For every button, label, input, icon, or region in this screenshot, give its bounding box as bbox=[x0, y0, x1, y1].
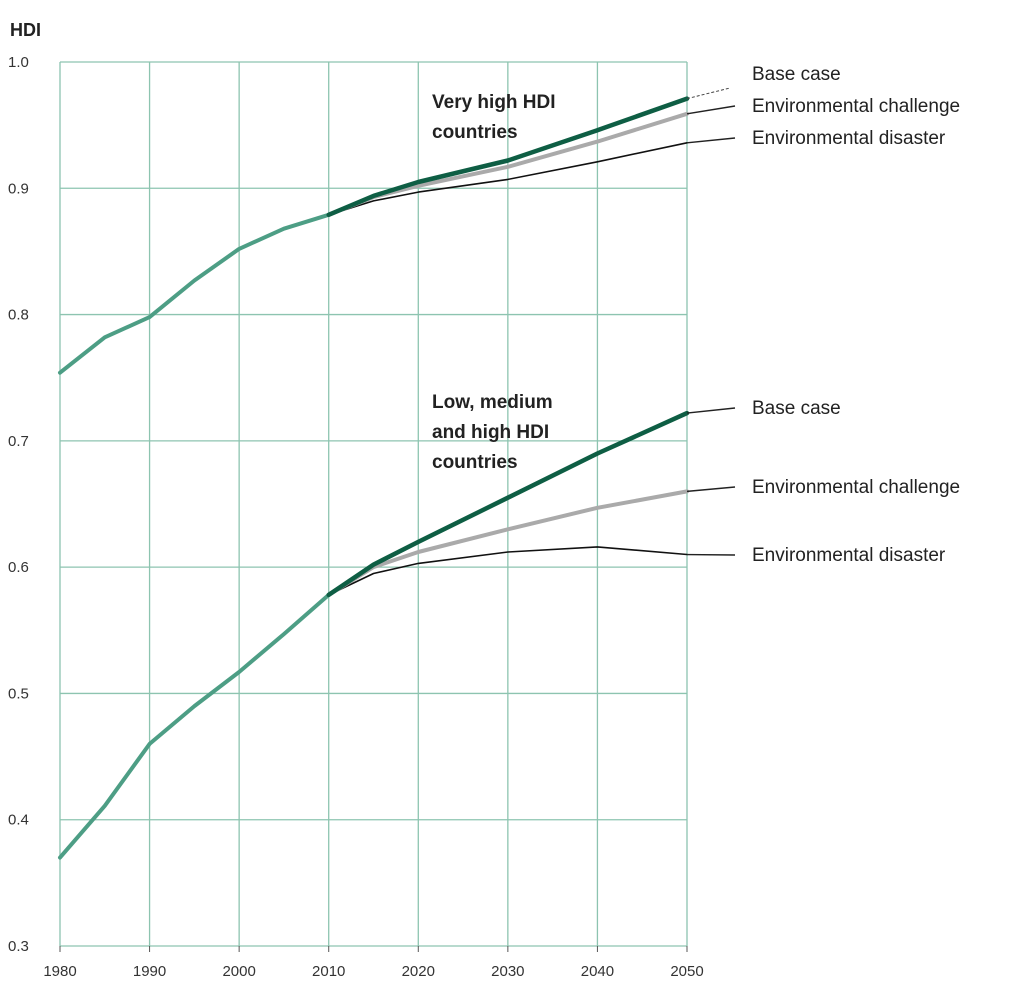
y-tick-label: 0.4 bbox=[8, 812, 29, 829]
historical-line bbox=[58, 212, 331, 375]
series-label: Environmental challenge bbox=[752, 477, 960, 498]
series-labels: Base case Environmental challenge Environm… bbox=[752, 64, 960, 566]
x-tick-label: 2000 bbox=[222, 963, 255, 980]
leader-line bbox=[686, 87, 731, 100]
y-tick-label: 0.8 bbox=[8, 307, 29, 324]
group-labels: Very high HDI countries Low, medium and hig… bbox=[432, 92, 556, 473]
series-label: Base case bbox=[752, 64, 841, 85]
y-tick-label: 0.5 bbox=[8, 685, 29, 702]
leader-line bbox=[686, 105, 736, 115]
leader-line bbox=[686, 486, 736, 493]
x-tick-label: 1980 bbox=[43, 963, 76, 980]
group-label-line: countries bbox=[432, 122, 518, 143]
x-tick-label: 2010 bbox=[312, 963, 345, 980]
y-axis-title: HDI bbox=[10, 20, 41, 40]
historical-line bbox=[58, 592, 331, 860]
series-line bbox=[327, 142, 688, 216]
label-leader-lines bbox=[686, 87, 736, 556]
y-tick-label: 0.7 bbox=[8, 433, 29, 450]
series-lines bbox=[58, 96, 690, 860]
x-tick-label: 1990 bbox=[133, 963, 166, 980]
y-tick-labels: 0.3 0.4 0.5 0.6 0.7 0.8 0.9 1.0 bbox=[8, 54, 29, 955]
series-line bbox=[326, 96, 690, 218]
x-tick-label: 2020 bbox=[402, 963, 435, 980]
x-tick-label: 2030 bbox=[491, 963, 524, 980]
grid bbox=[59, 61, 688, 952]
series-label: Environmental challenge bbox=[752, 96, 960, 117]
y-tick-label: 0.9 bbox=[8, 180, 29, 197]
leader-line bbox=[686, 137, 736, 144]
group-label-line: and high HDI bbox=[432, 422, 549, 443]
series-label: Base case bbox=[752, 398, 841, 419]
x-tick-label: 2040 bbox=[581, 963, 614, 980]
group-label-line: countries bbox=[432, 452, 518, 473]
group-label-line: Low, medium bbox=[432, 392, 553, 413]
x-tick-label: 2050 bbox=[670, 963, 703, 980]
y-tick-label: 0.3 bbox=[8, 938, 29, 955]
group-label-line: Very high HDI bbox=[432, 92, 556, 113]
x-tick-labels: 1980 1990 2000 2010 2020 2030 2040 2050 bbox=[43, 963, 703, 980]
y-tick-label: 0.6 bbox=[8, 559, 29, 576]
series-line bbox=[327, 546, 688, 596]
series-label: Environmental disaster bbox=[752, 545, 946, 566]
series-line bbox=[326, 410, 690, 598]
y-tick-label: 1.0 bbox=[8, 54, 29, 71]
series-label: Environmental disaster bbox=[752, 128, 946, 149]
leader-line bbox=[686, 407, 736, 414]
